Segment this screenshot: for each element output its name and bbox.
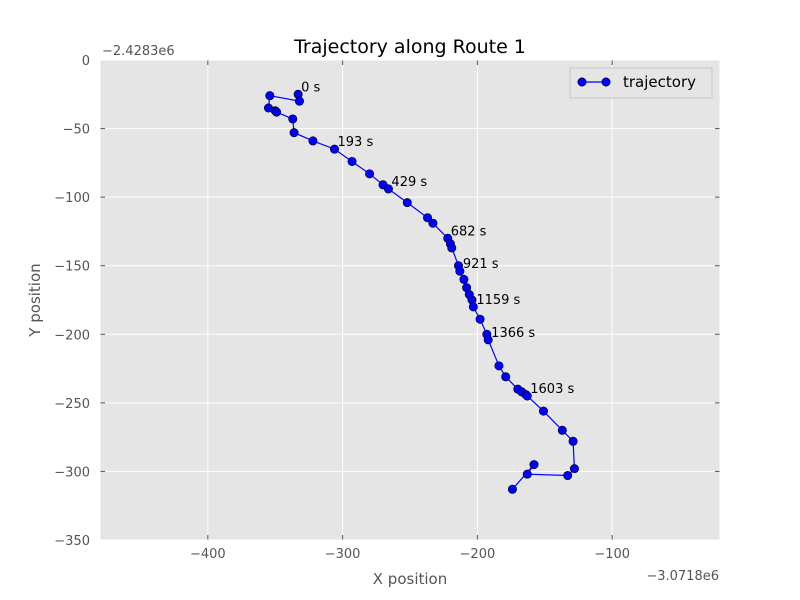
time-annotation: 1366 s [491,326,535,341]
time-annotation: 921 s [463,257,499,272]
time-annotation: 429 s [391,175,427,190]
axis-ticks: −400 −300 −200 −100 0 −50 −100 −150 −200 −250 −300… [54,54,720,562]
data-point [288,114,298,124]
y-tick-label: 0 [82,54,90,69]
x-tick-label: −100 [594,547,630,562]
y-tick-label: −350 [54,534,90,549]
legend-marker [577,77,587,87]
data-point [522,391,532,401]
x-tick-label: −300 [325,547,361,562]
data-point [294,96,304,106]
series-trajectory [263,89,579,494]
data-point [507,484,517,494]
x-tick-label: −400 [190,547,226,562]
y-tick-label: −200 [54,328,90,343]
legend: trajectory [569,67,713,99]
time-annotation: 1159 s [476,293,520,308]
time-annotation: 1603 s [530,382,574,397]
data-point [308,136,318,146]
x-tick-label: −200 [460,547,496,562]
data-point [568,436,578,446]
data-point [330,144,340,154]
annotations: 0 s 193 s 429 s 682 s 921 s 1159 s 1366 s 1603 … [301,80,574,397]
data-point [522,469,532,479]
data-point [468,302,478,312]
y-offset-label: −2.4283e6 [102,44,175,59]
data-point [483,335,493,345]
data-point [494,361,504,371]
data-point [428,218,438,228]
data-point [265,91,275,101]
y-tick-label: −100 [54,191,90,206]
data-point [455,266,465,276]
data-point [475,314,485,324]
data-point [501,372,511,382]
plot-frame [99,59,721,541]
time-annotation: 193 s [338,135,374,150]
data-point [447,243,457,253]
data-point [563,471,573,481]
x-offset-label: −3.0718e6 [646,569,719,584]
data-point [347,156,357,166]
data-point [529,460,539,470]
legend-marker [601,77,611,87]
data-point [402,198,412,208]
data-point [365,169,375,179]
data-point [383,184,393,194]
plot-area [100,60,720,540]
time-annotation: 0 s [301,80,320,95]
y-tick-label: −250 [54,397,90,412]
y-axis-title: Y position [26,263,44,337]
data-point [272,107,282,117]
data-point [423,213,433,223]
legend-box [569,67,713,99]
data-point [557,425,567,435]
chart-title: Trajectory along Route 1 [293,36,526,58]
data-point [289,128,299,138]
data-point [569,464,579,474]
legend-label-trajectory: trajectory [623,73,696,91]
data-point [459,274,469,284]
data-point [538,406,548,416]
y-tick-label: −300 [54,465,90,480]
y-tick-label: −150 [54,260,90,275]
time-annotation: 682 s [451,224,487,239]
x-axis-title: X position [373,570,447,588]
y-tick-label: −50 [63,123,90,138]
